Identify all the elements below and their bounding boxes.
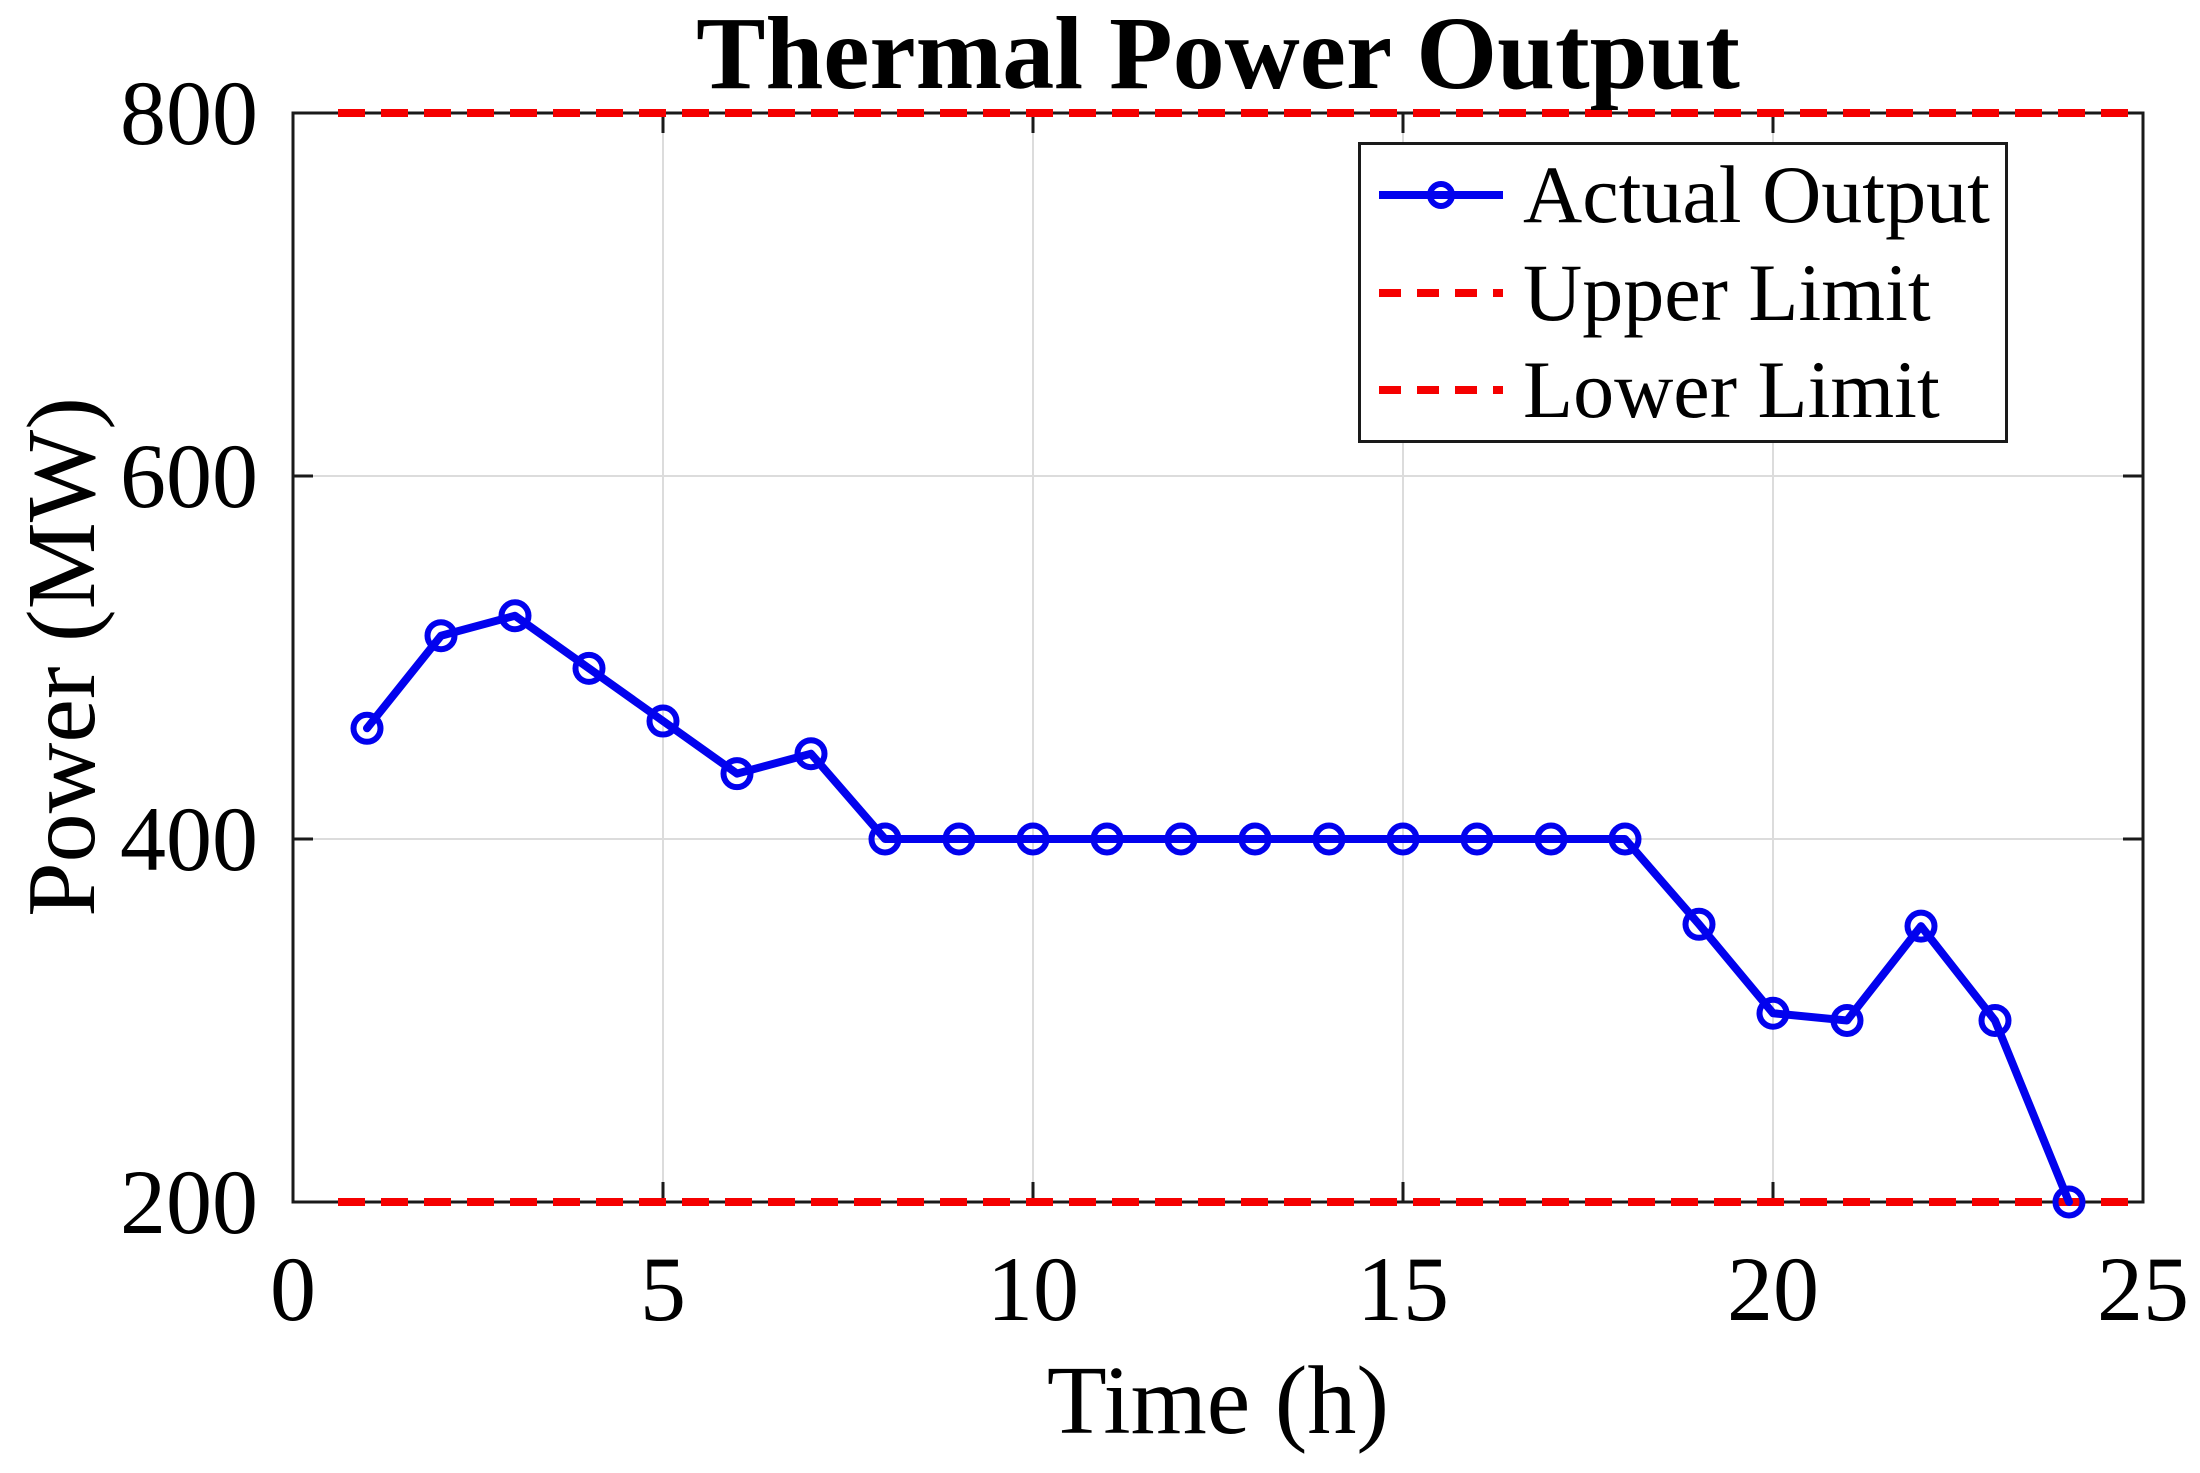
legend-label: Upper Limit xyxy=(1523,246,1931,338)
legend-label: Actual Output xyxy=(1523,148,1990,240)
data-point-marker xyxy=(2052,1185,2086,1219)
data-point-marker xyxy=(1238,822,1272,856)
legend-sample-line-marker-icon xyxy=(1379,180,1503,210)
data-point-marker xyxy=(1016,822,1050,856)
data-point-marker xyxy=(1978,1004,2012,1037)
legend-sample-dashed-icon xyxy=(1379,375,1503,405)
y-tick-label: 200 xyxy=(120,1151,258,1253)
x-tick-label: 20 xyxy=(1727,1238,1819,1340)
x-tick-label: 10 xyxy=(987,1238,1079,1340)
data-point-marker xyxy=(572,651,606,685)
y-tick-label: 400 xyxy=(120,788,258,890)
data-point-marker xyxy=(1830,1004,1864,1037)
legend-item-lower-limit: Lower Limit xyxy=(1361,342,2005,438)
data-point-marker xyxy=(1386,822,1420,856)
data-point-marker xyxy=(646,704,680,738)
legend-item-upper-limit: Upper Limit xyxy=(1361,245,2005,341)
data-point-marker xyxy=(498,599,532,633)
data-point-marker xyxy=(1164,822,1198,856)
y-tick-label: 800 xyxy=(120,62,258,164)
data-point-marker xyxy=(794,737,828,771)
x-tick-label: 5 xyxy=(640,1238,686,1340)
legend-sample-dashed-icon xyxy=(1379,278,1503,308)
legend: Actual Output Upper Limit Lower Limit xyxy=(1358,142,2008,443)
actual-output-line xyxy=(363,611,2073,1206)
data-point-marker xyxy=(350,711,384,745)
data-point-marker xyxy=(868,822,902,856)
data-point-marker xyxy=(1756,996,1790,1030)
data-point-marker xyxy=(1460,822,1494,856)
data-point-marker xyxy=(1904,909,1938,943)
x-tick-label: 15 xyxy=(1357,1238,1449,1340)
data-point-marker xyxy=(720,757,754,791)
y-tick-label: 600 xyxy=(120,425,258,527)
chart-title: Thermal Power Output xyxy=(696,0,1740,111)
data-point-marker xyxy=(942,822,976,856)
data-point-marker xyxy=(424,619,458,653)
data-point-marker xyxy=(1534,822,1568,856)
data-point-marker xyxy=(1682,907,1716,941)
legend-item-actual-output: Actual Output xyxy=(1361,147,2005,243)
circle-marker-icon xyxy=(1427,180,1455,209)
dashed-line-icon xyxy=(1379,386,1503,395)
x-tick-label: 0 xyxy=(270,1238,316,1340)
x-tick-label: 25 xyxy=(2097,1238,2189,1340)
legend-label: Lower Limit xyxy=(1523,344,1940,436)
data-point-marker xyxy=(1090,822,1124,856)
data-point-marker xyxy=(1608,822,1642,856)
dashed-line-icon xyxy=(1379,288,1503,297)
data-point-marker xyxy=(1312,822,1346,856)
x-axis-label: Time (h) xyxy=(1046,1347,1390,1455)
